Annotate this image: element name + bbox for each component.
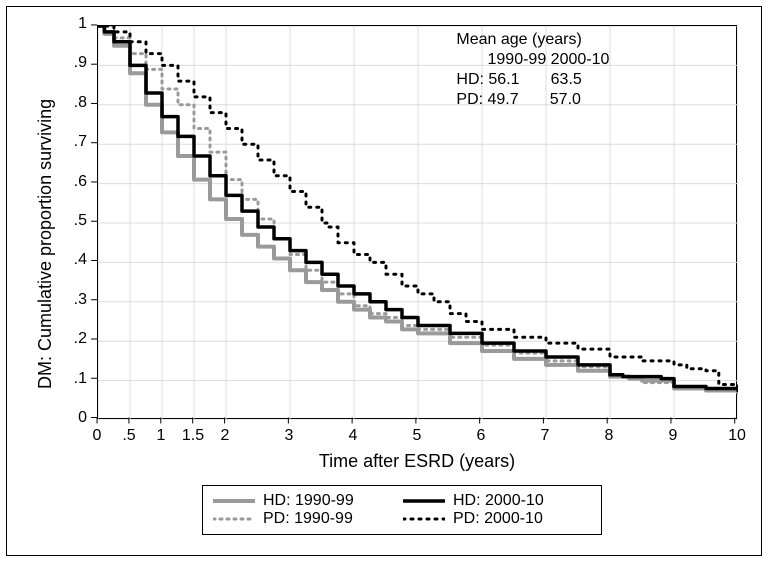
x-tick-label: 8 [605,427,614,445]
y-tick-label: 0 [57,409,87,427]
x-tick-label: 3 [285,427,294,445]
y-tick-label: .4 [57,251,87,269]
y-tick-label: .6 [57,173,87,191]
legend-label: HD: 2000-10 [453,492,544,510]
y-tick-label: .8 [57,94,87,112]
x-tick-label: 1 [157,427,166,445]
y-tick-label: 1 [57,15,87,33]
chart-outer-frame: Mean age (years) 1990-99 2000-10 HD: 56.… [6,6,762,556]
legend-item-pd_2000_10: PD: 2000-10 [403,510,573,528]
legend-swatch [213,512,255,526]
y-tick-label: .1 [57,370,87,388]
legend-swatch [403,494,445,508]
y-tick-label: .7 [57,133,87,151]
legend-item-pd_1990_99: PD: 1990-99 [213,510,383,528]
x-tick-label: 10 [728,427,746,445]
x-tick-label: 6 [477,427,486,445]
mean-age-annotation: Mean age (years) 1990-99 2000-10 HD: 56.… [456,30,609,110]
legend-swatch [213,494,255,508]
legend: HD: 1990-99 HD: 2000-10 PD: 1990-99 PD: 200… [202,485,602,535]
legend-label: HD: 1990-99 [263,492,354,510]
x-tick-label: .5 [122,427,135,445]
x-tick-label: 4 [349,427,358,445]
x-tick-label: 1.5 [182,427,204,445]
y-tick-label: .5 [57,212,87,230]
plot-svg [98,26,738,420]
x-axis-label: Time after ESRD (years) [97,451,737,472]
x-tick-label: 5 [413,427,422,445]
legend-item-hd_2000_10: HD: 2000-10 [403,492,573,510]
x-tick-label: 2 [221,427,230,445]
plot-area: Mean age (years) 1990-99 2000-10 HD: 56.… [97,25,737,419]
y-tick-label: .9 [57,54,87,72]
x-tick-label: 7 [541,427,550,445]
x-tick-label: 0 [93,427,102,445]
y-tick-label: .2 [57,330,87,348]
legend-item-hd_1990_99: HD: 1990-99 [213,492,383,510]
legend-swatch [403,512,445,526]
legend-label: PD: 2000-10 [453,510,543,528]
legend-label: PD: 1990-99 [263,510,353,528]
y-tick-label: .3 [57,291,87,309]
x-tick-label: 9 [669,427,678,445]
y-axis-label: DM: Cumulative proportion surviving [35,99,56,389]
